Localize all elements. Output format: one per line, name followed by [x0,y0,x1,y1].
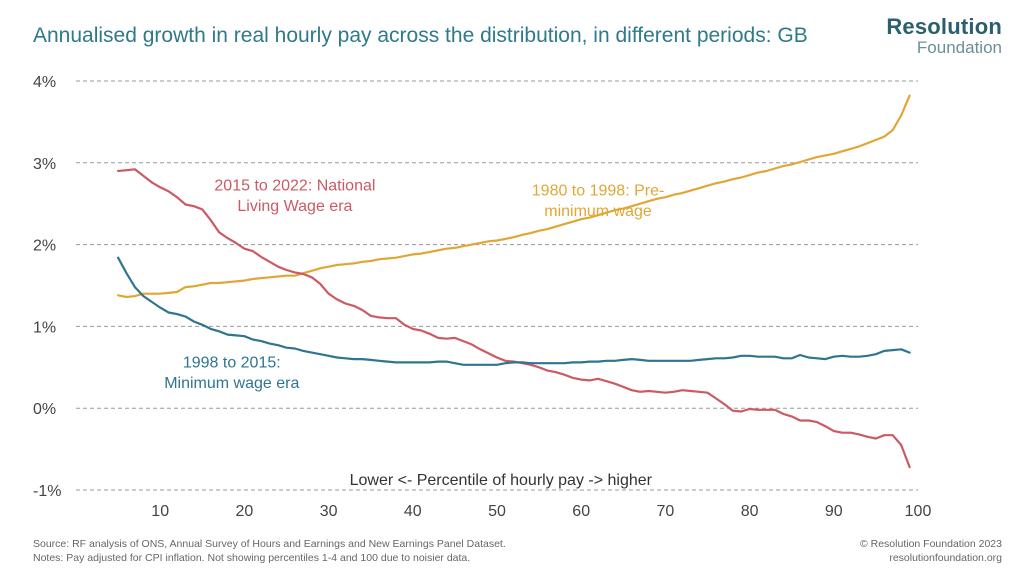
y-tick-label: 3% [33,156,56,173]
x-tick-label: 90 [825,503,843,520]
page-title: Annualised growth in real hourly pay acr… [33,24,808,47]
notes-text: Notes: Pay adjusted for CPI inflation. N… [33,552,471,564]
y-tick-label: 0% [33,401,56,418]
x-tick-label: 100 [905,503,932,520]
x-tick-label: 80 [741,503,759,520]
website-link[interactable]: resolutionfoundation.org [889,552,1002,564]
y-tick-label: 4% [33,74,56,91]
series-label-1: 1980 to 1998: Pre- [532,183,665,200]
x-tick-label: 20 [236,503,254,520]
series-line-1 [116,94,911,299]
x-tick-label: 10 [151,503,169,520]
brand-logo: Resolution Foundation [886,14,1002,57]
series-line-3 [116,256,911,366]
series-label-2: Living Wage era [237,198,352,215]
x-tick-label: 40 [404,503,422,520]
series-label-3: 1998 to 2015: [183,354,281,371]
y-tick-label: 1% [33,319,56,336]
x-tick-label: 30 [320,503,338,520]
copyright-text: © Resolution Foundation 2023 [859,538,1002,550]
footer-credits: © Resolution Foundation 2023 resolutionf… [860,537,1002,565]
series-label-3: Minimum wage era [164,375,299,392]
y-tick-label: -1% [33,483,61,500]
brand-subname: Foundation [916,38,1002,57]
x-tick-label: 50 [488,503,506,520]
source-note: Source: RF analysis of ONS, Annual Surve… [33,538,506,550]
x-tick-label: 70 [657,503,675,520]
x-axis-label: Lower <- Percentile of hourly pay -> hig… [350,472,653,489]
x-tick-label: 60 [572,503,590,520]
footer-notes: Source: RF analysis of ONS, Annual Surve… [33,537,506,565]
series-label-2: 2015 to 2022: National [214,178,375,195]
y-tick-label: 2% [33,238,56,255]
brand-name: Resolution [886,14,1002,39]
series-label-1: minimum wage [544,203,652,220]
